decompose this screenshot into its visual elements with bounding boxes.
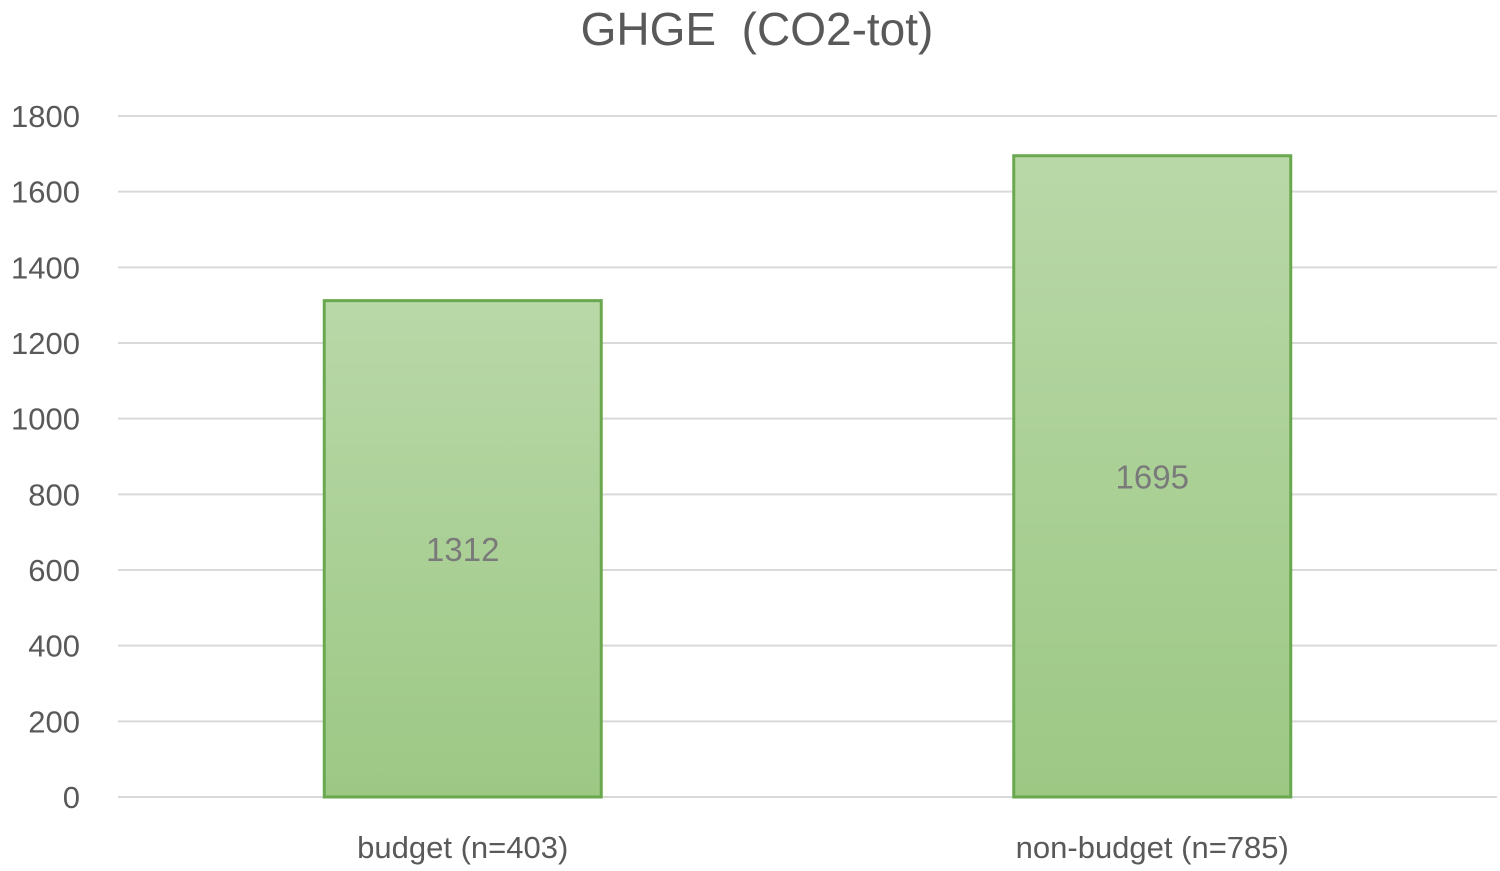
y-tick-label-1800: 1800 [11,99,80,134]
y-tick-label-1400: 1400 [11,250,80,285]
y-tick-label-600: 600 [28,553,80,588]
x-category-label-2: non-budget (n=785) [1016,830,1289,865]
bars [322,154,1293,799]
chart-title: GHGE (CO2-tot) [581,3,934,55]
bar-1 [322,299,603,799]
bar-2 [1012,154,1293,799]
x-category-label-1: budget (n=403) [357,830,568,865]
y-tick-label-0: 0 [63,780,80,815]
y-tick-label-1000: 1000 [11,402,80,437]
y-tick-label-400: 400 [28,629,80,664]
x-axis-category-labels: budget (n=403) non-budget (n=785) [357,830,1289,865]
y-axis-tick-labels: 0 200 400 600 800 1000 1200 1400 1600 1800 [11,99,80,815]
data-label-1: 1312 [426,531,499,568]
y-tick-label-1600: 1600 [11,175,80,210]
data-labels: 1312 1695 [426,458,1189,567]
y-tick-label-800: 800 [28,477,80,512]
y-tick-label-200: 200 [28,704,80,739]
y-tick-label-1200: 1200 [11,326,80,361]
data-label-2: 1695 [1116,458,1189,495]
